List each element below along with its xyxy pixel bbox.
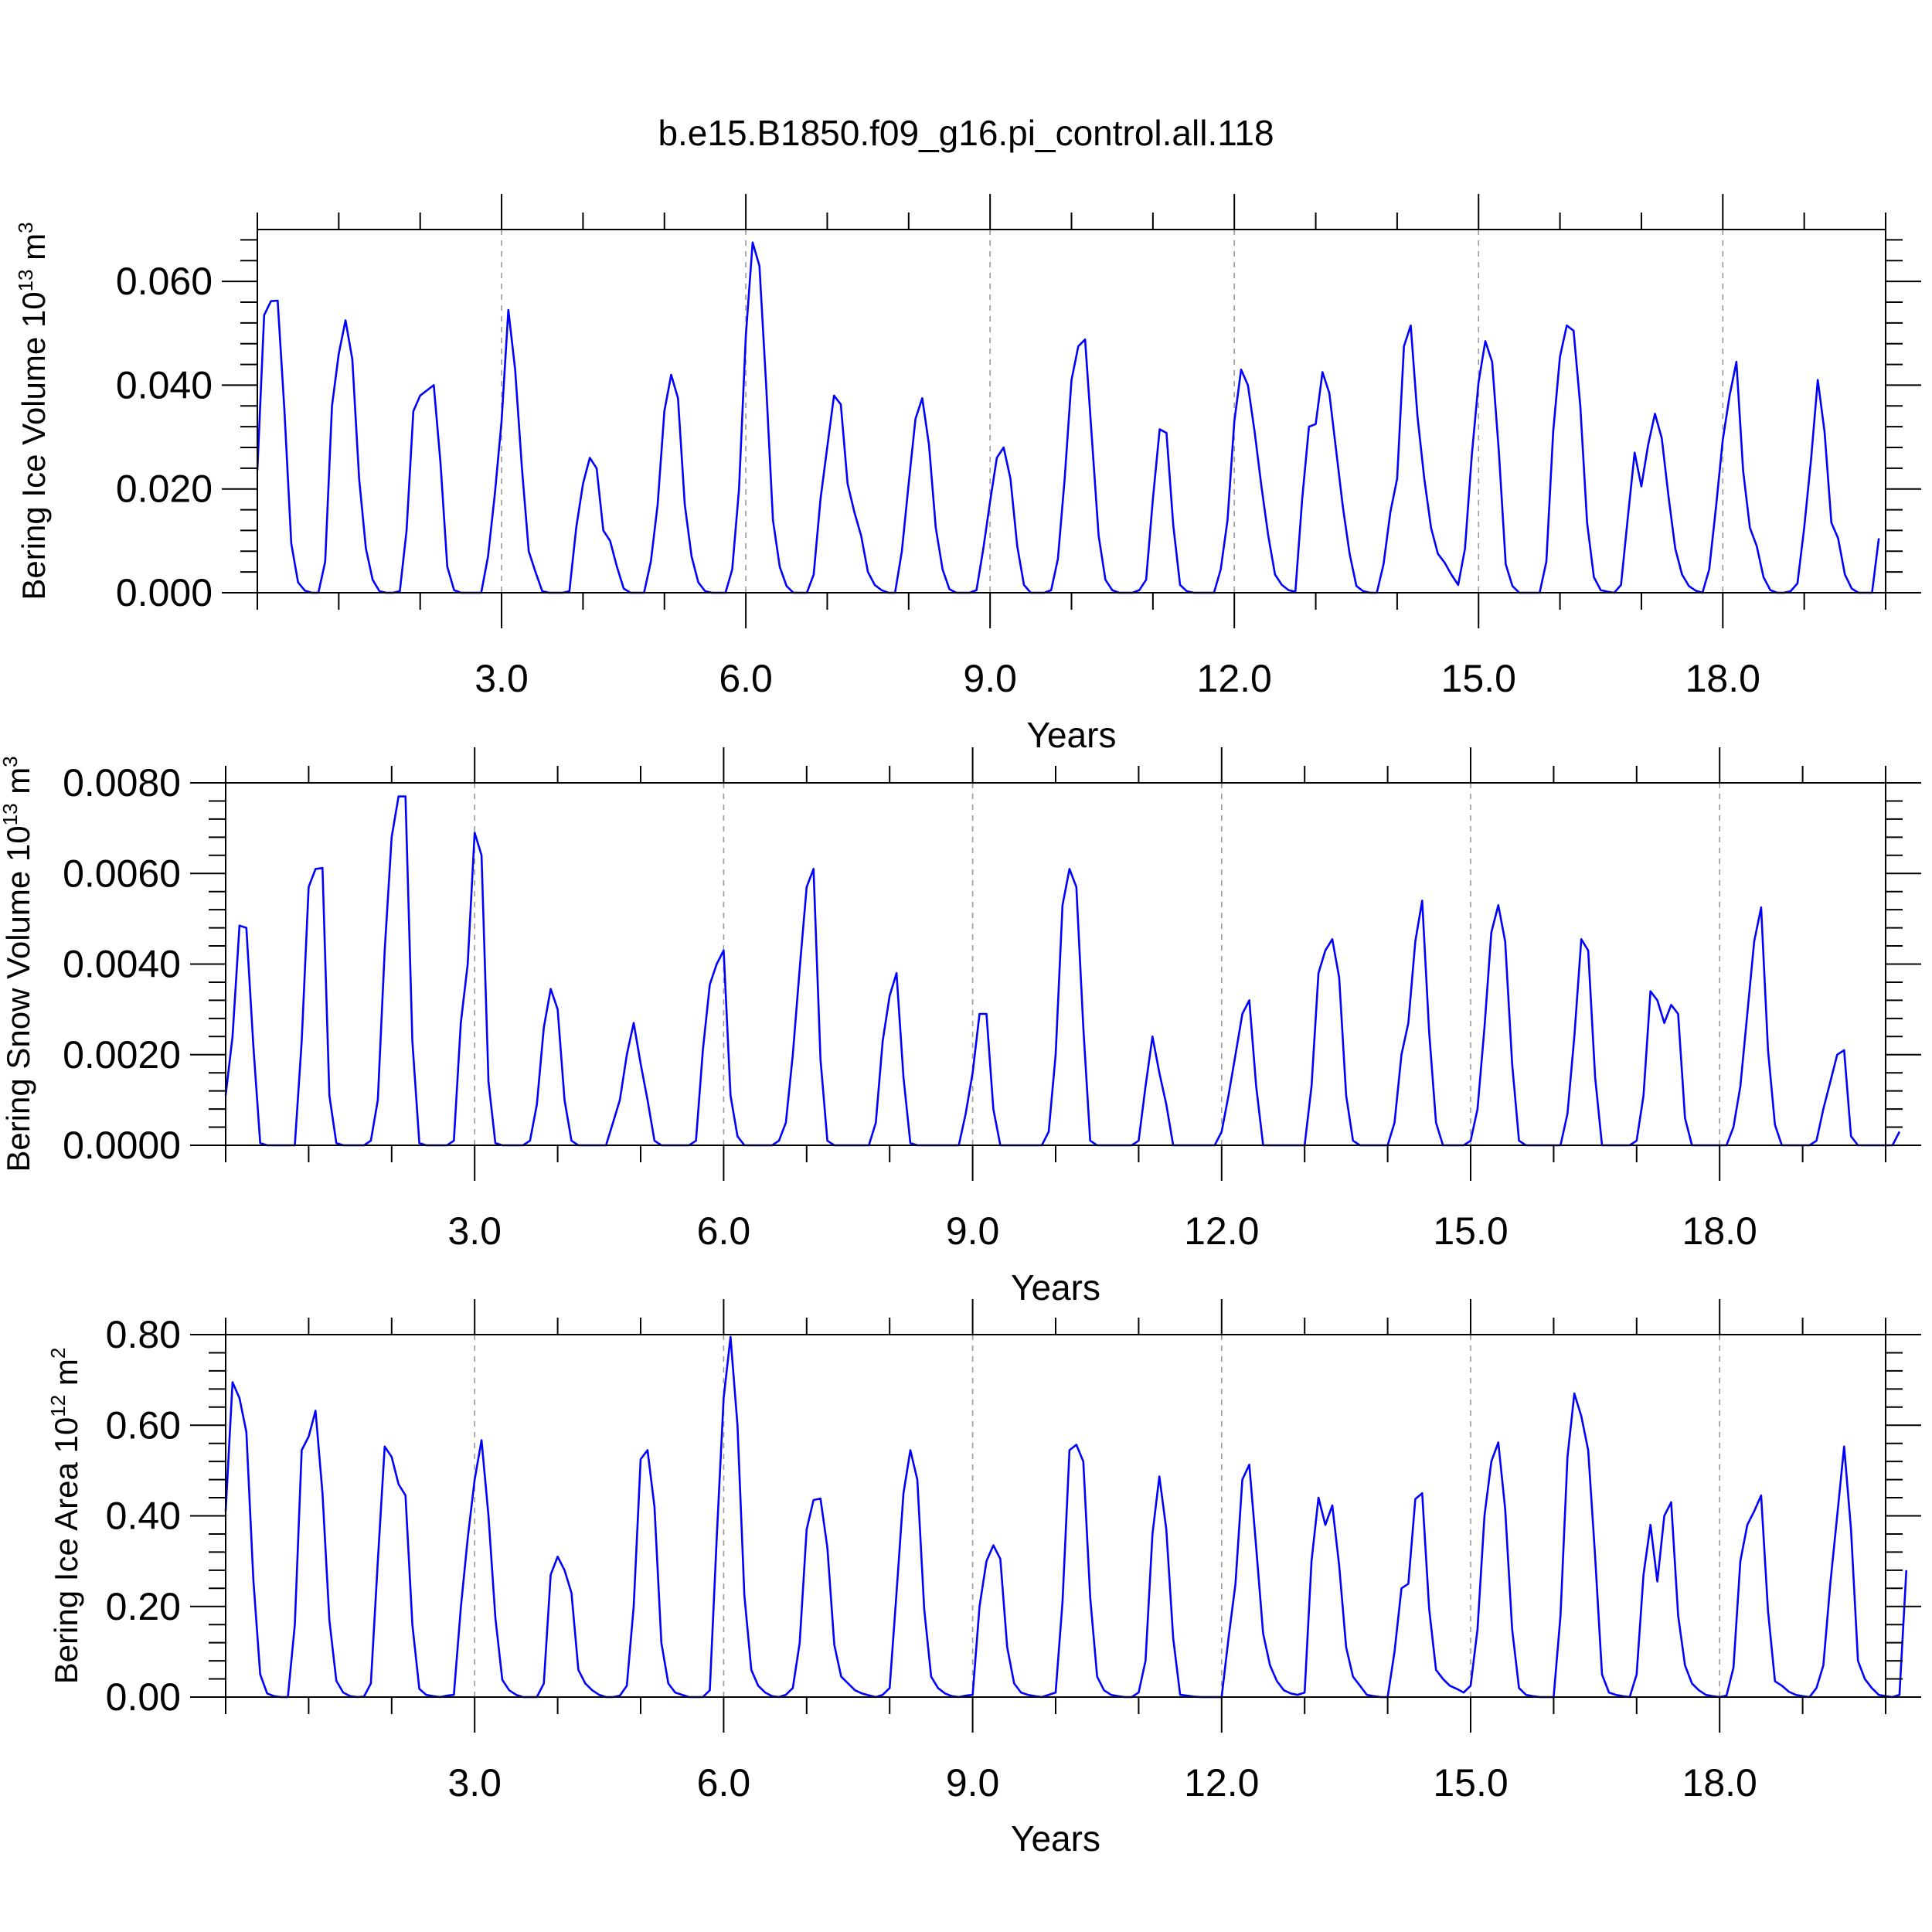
axis-ticks — [190, 747, 1921, 1181]
series-line — [256, 241, 1880, 594]
y-axis-label-main: Bering Ice Volume 10 — [15, 291, 52, 600]
axis-ticks — [222, 194, 1921, 628]
axis-ticks — [190, 1299, 1921, 1733]
y-axis-label: Bering Snow Volume 1013 m3 — [0, 756, 36, 1172]
y-tick-label: 0.0020 — [63, 1033, 181, 1077]
x-tick-label: 18.0 — [1685, 657, 1760, 700]
y-tick-label: 0.040 — [116, 363, 213, 406]
y-tick-label: 0.0040 — [63, 943, 181, 986]
y-axis-label-exponent: 13 — [0, 803, 22, 825]
y-axis-label-main: Bering Ice Area 10 — [48, 1417, 84, 1685]
snow-volume-panel: 0.0000 0.0020 0.0040 0.0060 0.0080 3.0 6.0 9.0 1… — [0, 747, 1921, 1308]
y-tick-label: 0.0060 — [63, 852, 181, 895]
y-tick-label: 0.20 — [106, 1585, 181, 1628]
x-tick-label: 12.0 — [1184, 1209, 1259, 1253]
x-tick-label: 6.0 — [719, 657, 773, 700]
x-tick-label: 12.0 — [1184, 1761, 1259, 1804]
x-tick-label: 3.0 — [447, 1761, 502, 1804]
y-axis-label-unit: m — [0, 767, 36, 804]
x-tick-label: 18.0 — [1682, 1761, 1757, 1804]
x-tick-label: 18.0 — [1682, 1209, 1757, 1253]
x-tick-label: 3.0 — [447, 1209, 502, 1253]
y-tick-label: 0.060 — [116, 260, 213, 303]
ice-area-panel: 0.00 0.20 0.40 0.60 0.80 3.0 6.0 9.0 12.0 15.0 18.… — [46, 1299, 1921, 1859]
x-tick-label: 15.0 — [1441, 657, 1516, 700]
y-axis-label-main: Bering Snow Volume 10 — [0, 825, 36, 1172]
y-axis-label-exponent: 13 — [14, 269, 37, 291]
x-tick-label: 12.0 — [1197, 657, 1272, 700]
x-tick-label: 3.0 — [474, 657, 529, 700]
y-tick-label: 0.00 — [106, 1675, 181, 1719]
y-tick-label: 0.000 — [116, 571, 213, 614]
ice-volume-panel: 0.000 0.020 0.040 0.060 3.0 6.0 9.0 12.0 15.0 18.… — [14, 194, 1921, 755]
x-tick-label: 15.0 — [1433, 1209, 1508, 1253]
x-tick-label: 9.0 — [946, 1761, 1000, 1804]
y-axis-label-exponent: 12 — [46, 1395, 70, 1417]
x-tick-label: 15.0 — [1433, 1761, 1508, 1804]
y-tick-label: 0.0000 — [63, 1124, 181, 1167]
y-tick-label: 0.80 — [106, 1313, 181, 1356]
y-axis-label-unit: m — [15, 233, 52, 270]
series-line — [224, 1335, 1908, 1699]
x-tick-label: 9.0 — [963, 657, 1017, 700]
y-axis-label-unit-exponent: 3 — [0, 756, 22, 767]
y-tick-label: 0.0080 — [63, 761, 181, 804]
x-axis-label: Years — [1011, 1267, 1100, 1308]
y-axis-label-unit: m — [48, 1359, 84, 1395]
y-axis-label-unit-exponent: 2 — [46, 1348, 70, 1359]
x-axis-label: Years — [1027, 715, 1117, 755]
x-tick-label: 9.0 — [946, 1209, 1000, 1253]
y-tick-label: 0.40 — [106, 1495, 181, 1538]
y-axis-label: Bering Ice Volume 1013 m3 — [14, 222, 52, 600]
y-tick-label: 0.60 — [106, 1403, 181, 1447]
x-tick-label: 6.0 — [697, 1761, 751, 1804]
x-tick-label: 6.0 — [697, 1209, 751, 1253]
series-line — [224, 795, 1901, 1147]
y-axis-label: Bering Ice Area 1012 m2 — [46, 1348, 84, 1685]
x-axis-label: Years — [1011, 1818, 1100, 1859]
y-axis-label-unit-exponent: 3 — [14, 222, 37, 233]
y-tick-label: 0.020 — [116, 468, 213, 511]
chart-title: b.e15.B1850.f09_g16.pi_control.all.118 — [658, 113, 1274, 153]
